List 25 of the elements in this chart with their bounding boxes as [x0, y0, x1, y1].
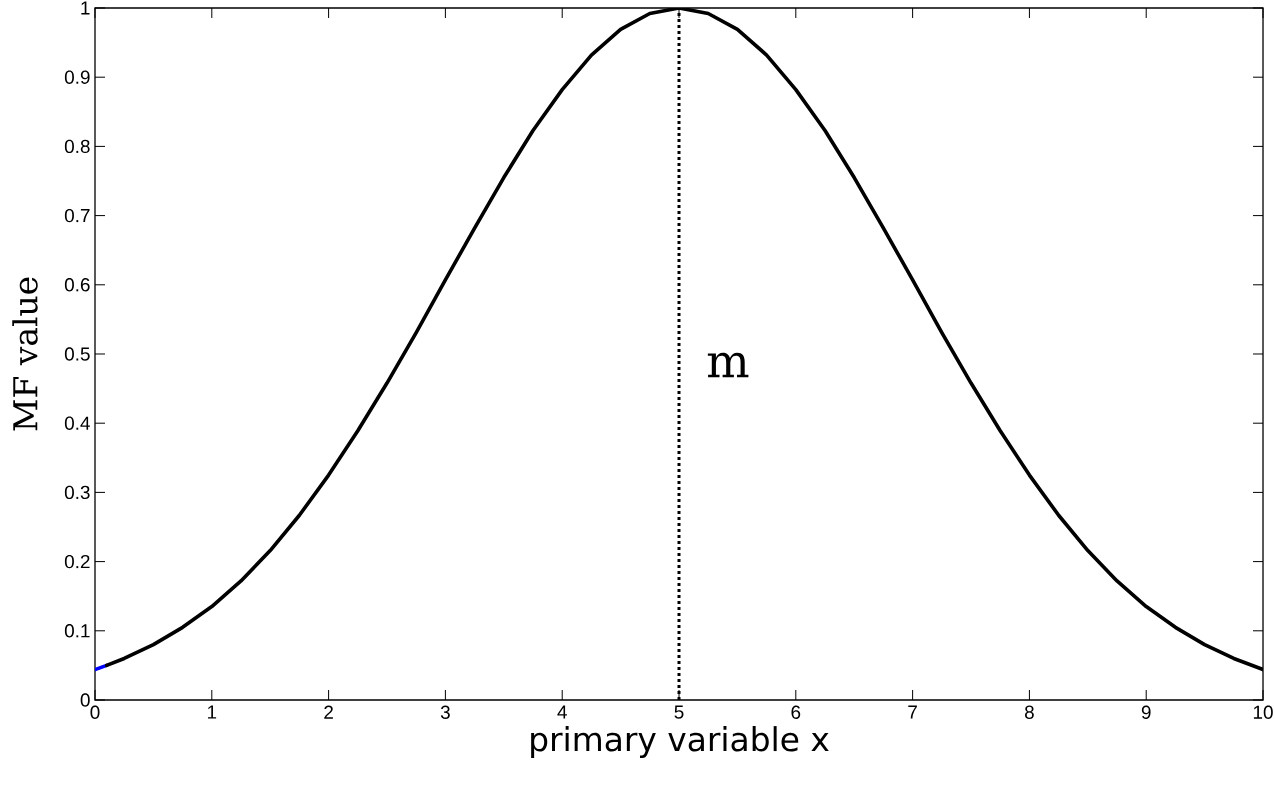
y-tick-label: 1 [81, 1, 90, 15]
x-tick-label: 0 [90, 705, 100, 719]
x-axis-title: primary variable x [531, 726, 829, 758]
y-tick-label: 0.4 [64, 416, 90, 430]
y-tick-label: 0.3 [64, 485, 90, 500]
y-tick-label: 0.2 [64, 554, 90, 569]
y-tick-label: 0.9 [64, 70, 90, 84]
y-tick-label: 0.5 [64, 347, 90, 361]
x-tick-label: 6 [791, 705, 801, 719]
y-axis-title: MF value [12, 277, 38, 431]
x-tick-label: 3 [440, 705, 450, 719]
x-tick-label: 4 [557, 705, 567, 719]
y-tick-label: 0.8 [64, 139, 90, 154]
x-tick-label: 7 [908, 705, 917, 719]
y-tick-label: 0.1 [64, 624, 90, 638]
y-tick-label: 0 [80, 693, 90, 707]
x-tick-label: 9 [1141, 705, 1151, 719]
x-tick-label: 2 [324, 705, 333, 719]
x-tick-label: 1 [207, 705, 217, 719]
x-tick-label: 8 [1024, 705, 1034, 719]
y-tick-label: 0.7 [64, 208, 90, 223]
y-tick-label: 0.6 [64, 278, 90, 292]
x-tick-label: 10 [1253, 705, 1273, 719]
x-tick-label: 5 [674, 705, 684, 719]
ref-line-label: m [707, 352, 749, 378]
